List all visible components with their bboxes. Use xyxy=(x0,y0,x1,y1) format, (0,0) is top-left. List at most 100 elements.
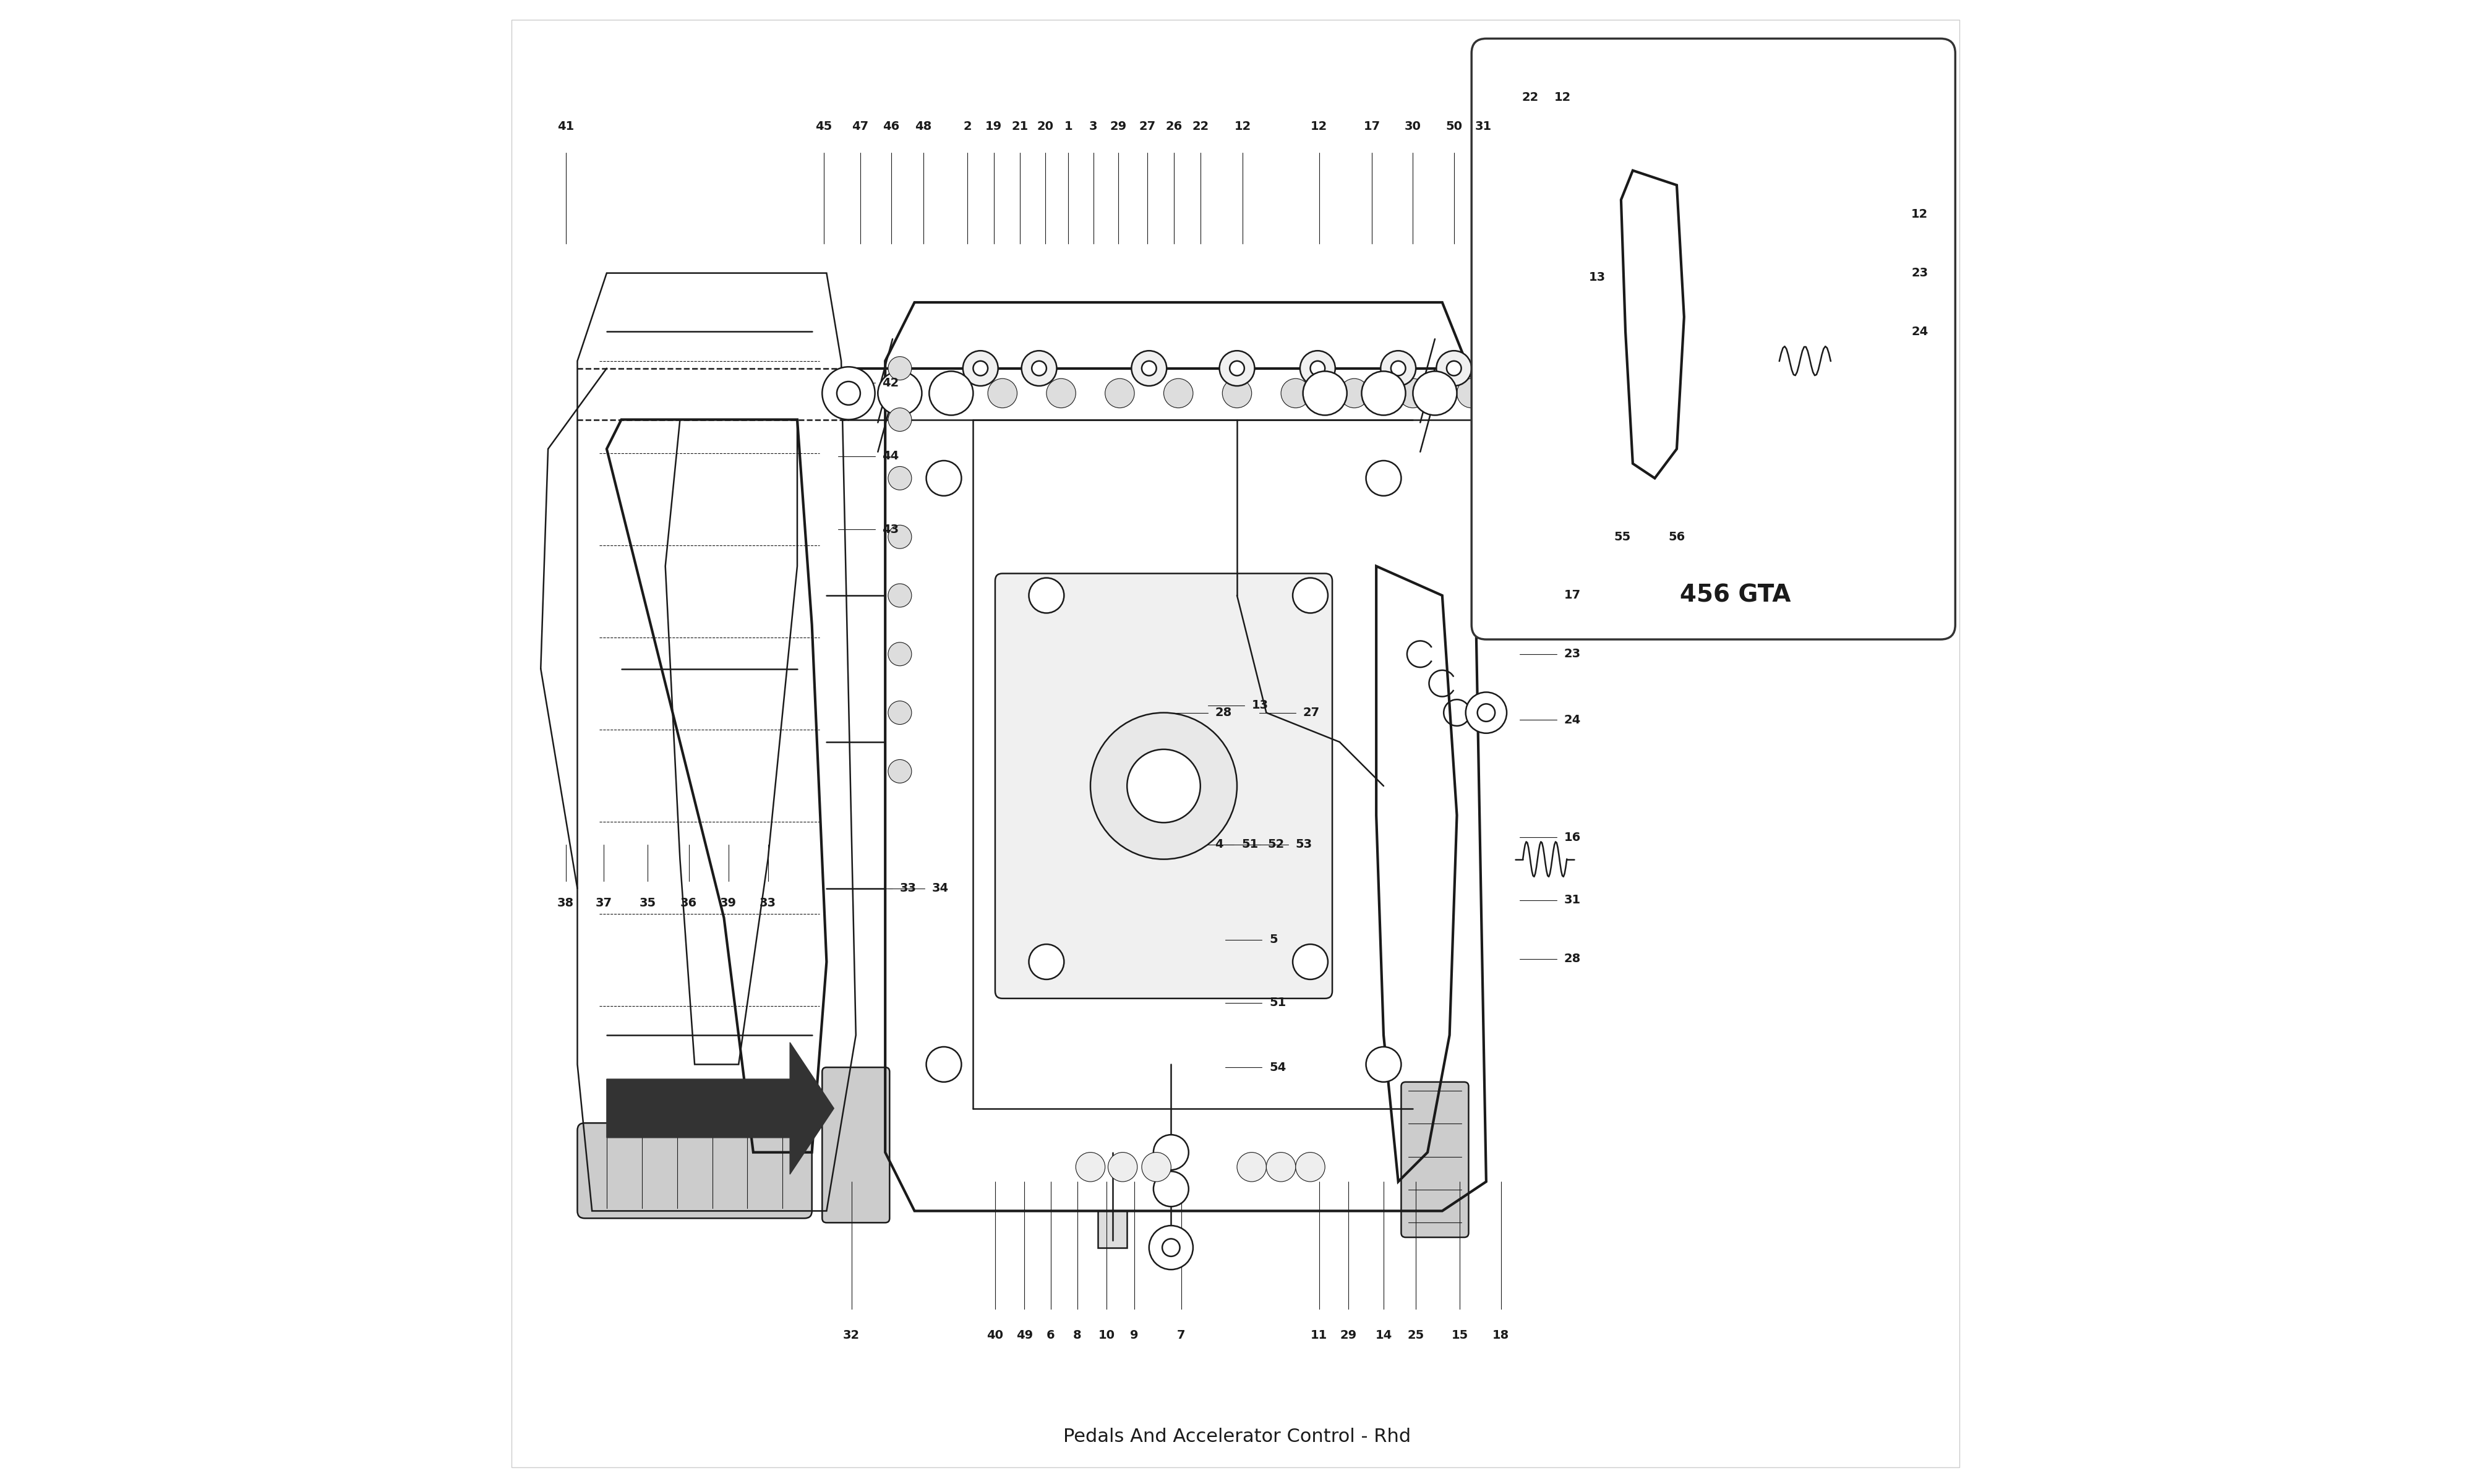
Text: 27: 27 xyxy=(1304,706,1319,718)
Circle shape xyxy=(1106,378,1136,408)
Text: 56: 56 xyxy=(1667,531,1685,543)
Text: 47: 47 xyxy=(851,120,868,132)
Text: 43: 43 xyxy=(883,524,898,536)
Circle shape xyxy=(987,378,1017,408)
Circle shape xyxy=(1047,378,1076,408)
Circle shape xyxy=(1366,1046,1400,1082)
Circle shape xyxy=(1153,1135,1188,1169)
Circle shape xyxy=(1398,378,1427,408)
Circle shape xyxy=(1497,367,1549,420)
Text: 41: 41 xyxy=(557,120,574,132)
Circle shape xyxy=(1163,378,1192,408)
Text: 36: 36 xyxy=(680,898,698,910)
Circle shape xyxy=(888,525,910,549)
Text: 40: 40 xyxy=(987,1330,1004,1342)
Circle shape xyxy=(1237,1152,1267,1181)
Circle shape xyxy=(1076,1152,1106,1181)
Circle shape xyxy=(1230,361,1244,375)
Circle shape xyxy=(930,371,972,416)
Text: 30: 30 xyxy=(1405,120,1420,132)
Circle shape xyxy=(1808,156,1823,171)
Text: 22: 22 xyxy=(1522,92,1539,102)
Circle shape xyxy=(1361,371,1405,416)
Circle shape xyxy=(1465,692,1507,733)
Text: 28: 28 xyxy=(1215,706,1232,718)
Text: 15: 15 xyxy=(1452,1330,1467,1342)
Circle shape xyxy=(1091,712,1237,859)
FancyBboxPatch shape xyxy=(1472,39,1954,640)
Circle shape xyxy=(1220,350,1254,386)
Circle shape xyxy=(1338,378,1368,408)
Text: 31: 31 xyxy=(1475,120,1492,132)
Text: 24: 24 xyxy=(1564,714,1581,726)
Text: 5: 5 xyxy=(1269,933,1277,945)
Circle shape xyxy=(1437,350,1472,386)
Text: 16: 16 xyxy=(1564,831,1581,843)
Circle shape xyxy=(1128,749,1200,822)
Polygon shape xyxy=(606,1042,834,1174)
Circle shape xyxy=(1366,460,1400,496)
Circle shape xyxy=(1413,371,1457,416)
Circle shape xyxy=(1153,1171,1188,1206)
Circle shape xyxy=(821,367,876,420)
Text: 17: 17 xyxy=(1363,120,1380,132)
Text: 456 GTA: 456 GTA xyxy=(1680,583,1791,607)
Text: 55: 55 xyxy=(1613,531,1630,543)
Circle shape xyxy=(1380,350,1415,386)
Text: 20: 20 xyxy=(1037,120,1054,132)
Text: 12: 12 xyxy=(1235,120,1252,132)
Circle shape xyxy=(888,408,910,432)
Text: 22: 22 xyxy=(1192,120,1210,132)
Circle shape xyxy=(1512,381,1534,405)
Circle shape xyxy=(878,371,923,416)
Text: 51: 51 xyxy=(1269,997,1286,1009)
Text: 32: 32 xyxy=(844,1330,861,1342)
Text: 54: 54 xyxy=(1269,1061,1286,1073)
Text: 33: 33 xyxy=(760,898,777,910)
Circle shape xyxy=(1032,361,1047,375)
Text: Pedals And Accelerator Control - Rhd: Pedals And Accelerator Control - Rhd xyxy=(1064,1428,1410,1445)
Text: 45: 45 xyxy=(816,120,831,132)
Circle shape xyxy=(972,361,987,375)
Text: 29: 29 xyxy=(1111,120,1126,132)
Circle shape xyxy=(962,350,997,386)
Text: 29: 29 xyxy=(1341,1330,1356,1342)
Circle shape xyxy=(1477,703,1494,721)
FancyBboxPatch shape xyxy=(512,19,1959,1468)
Text: 7: 7 xyxy=(1178,1330,1185,1342)
Text: 9: 9 xyxy=(1131,1330,1138,1342)
Circle shape xyxy=(1296,1152,1326,1181)
Text: 1: 1 xyxy=(1064,120,1074,132)
Text: 8: 8 xyxy=(1074,1330,1081,1342)
Text: 26: 26 xyxy=(1165,120,1183,132)
Circle shape xyxy=(1267,1152,1296,1181)
Circle shape xyxy=(1222,378,1252,408)
Circle shape xyxy=(925,1046,962,1082)
Text: 25: 25 xyxy=(1408,1330,1425,1342)
Circle shape xyxy=(1108,1152,1138,1181)
FancyBboxPatch shape xyxy=(995,573,1333,999)
Text: 2: 2 xyxy=(962,120,972,132)
Text: 39: 39 xyxy=(720,898,737,910)
Text: 14: 14 xyxy=(1376,1330,1393,1342)
Text: 38: 38 xyxy=(557,898,574,910)
Text: 46: 46 xyxy=(883,120,901,132)
FancyBboxPatch shape xyxy=(1098,1211,1128,1248)
Text: 33: 33 xyxy=(901,883,915,895)
Text: 37: 37 xyxy=(596,898,611,910)
Circle shape xyxy=(1504,129,1556,183)
Text: 42: 42 xyxy=(883,377,898,389)
Circle shape xyxy=(1846,145,1865,166)
Circle shape xyxy=(1299,350,1336,386)
Text: 51: 51 xyxy=(1242,838,1259,850)
Circle shape xyxy=(1799,145,1833,181)
Text: 6: 6 xyxy=(1047,1330,1054,1342)
Circle shape xyxy=(1828,129,1883,183)
Circle shape xyxy=(1447,361,1462,375)
Circle shape xyxy=(1148,1226,1192,1270)
Text: 12: 12 xyxy=(1912,209,1927,220)
Text: 31: 31 xyxy=(1564,895,1581,907)
Circle shape xyxy=(1029,577,1064,613)
Text: 17: 17 xyxy=(1564,589,1581,601)
Text: 34: 34 xyxy=(933,883,950,895)
